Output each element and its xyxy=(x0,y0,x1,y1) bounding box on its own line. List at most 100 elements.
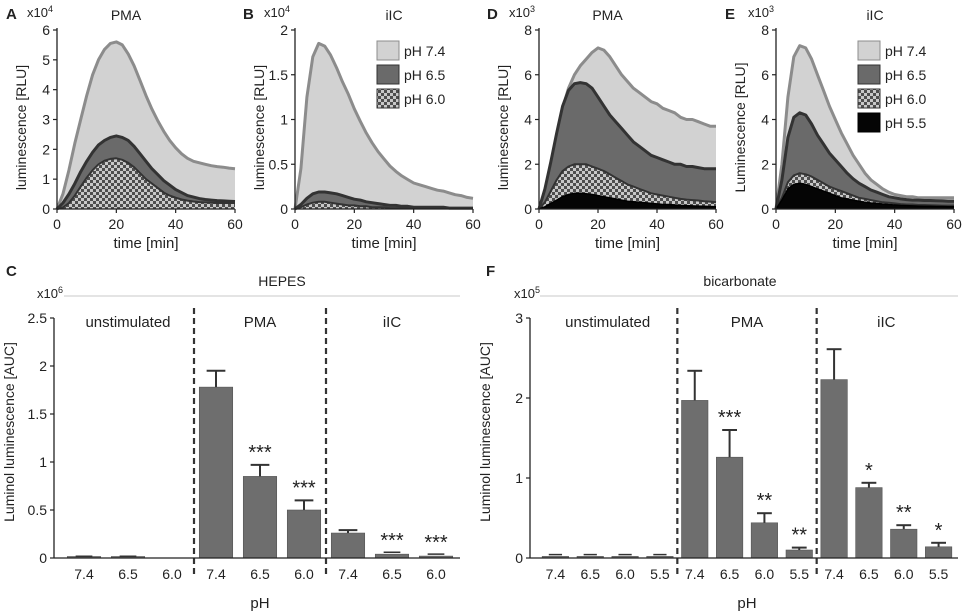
x-tick-label: 6.5 xyxy=(581,566,601,582)
y-tick-label: 6 xyxy=(524,67,532,83)
legend-label: pH 5.5 xyxy=(885,115,926,131)
series-area-pH55 xyxy=(776,183,954,209)
x-tick-label: 5.5 xyxy=(790,566,810,582)
group-label: unstimulated xyxy=(85,314,170,331)
x-tick-label: 6.0 xyxy=(162,566,182,582)
significance-label: *** xyxy=(424,532,448,554)
series-line-pH60 xyxy=(294,200,473,210)
legend-swatch xyxy=(857,88,881,109)
legend-swatch xyxy=(857,112,881,133)
multiplier-label: x104 xyxy=(27,4,53,20)
significance-label: ** xyxy=(757,490,773,512)
x-tick-label: 6.0 xyxy=(294,566,314,582)
x-tick-label: 60 xyxy=(946,216,962,232)
x-tick-label: 20 xyxy=(590,216,606,232)
significance-label: ** xyxy=(896,502,912,524)
chart-title: bicarbonate xyxy=(703,273,776,289)
y-axis-label: luminescence [RLU] xyxy=(495,65,511,190)
group-label: PMA xyxy=(244,314,277,331)
x-tick-label: 7.4 xyxy=(338,566,358,582)
y-tick-label: 1 xyxy=(42,171,50,187)
y-tick-label: 8 xyxy=(761,22,769,38)
x-tick-label: 0 xyxy=(291,216,299,232)
legend-label: pH 7.4 xyxy=(404,43,445,59)
chart-title: iIC xyxy=(866,7,883,23)
y-tick-label: 1.5 xyxy=(269,67,289,83)
series-line-pH74 xyxy=(774,44,954,210)
y-axis-label: Luminescence [RLU] xyxy=(732,63,748,193)
significance-label: * xyxy=(935,520,943,542)
y-tick-label: 2 xyxy=(280,22,288,38)
multiplier-label: x104 xyxy=(264,4,290,20)
x-tick-label: 6.5 xyxy=(250,566,270,582)
y-tick-label: 2 xyxy=(761,156,769,172)
bar xyxy=(855,487,883,559)
y-tick-label: 4 xyxy=(524,112,532,128)
group-label: unstimulated xyxy=(565,314,650,331)
x-tick-label: 6.0 xyxy=(426,566,446,582)
significance-label: *** xyxy=(718,407,742,429)
x-tick-label: 7.4 xyxy=(546,566,566,582)
x-tick-label: 7.4 xyxy=(74,566,94,582)
y-tick-label: 6 xyxy=(42,22,50,38)
x-tick-label: 6.0 xyxy=(755,566,775,582)
bar xyxy=(716,456,744,559)
y-tick-label: 4 xyxy=(761,112,769,128)
y-tick-label: 0 xyxy=(524,201,532,217)
y-tick-label: 1.5 xyxy=(28,406,48,422)
x-tick-label: 0 xyxy=(535,216,543,232)
significance-label: * xyxy=(865,460,873,482)
legend-swatch xyxy=(857,64,881,85)
x-axis-label: time [min] xyxy=(351,235,416,252)
chart-title: HEPES xyxy=(258,273,305,289)
panel-D: D PMA 0 2 4 6 8 0 20 40 60 time [min] luminescence [… xyxy=(487,6,724,252)
y-axis-label: luminescence [RLU] xyxy=(251,65,267,190)
x-tick-label: 40 xyxy=(649,216,665,232)
y-tick-label: 2 xyxy=(39,358,47,374)
x-tick-label: 40 xyxy=(887,216,903,232)
x-axis-label: time [min] xyxy=(832,235,897,252)
x-tick-label: 6.5 xyxy=(859,566,879,582)
y-tick-label: 3 xyxy=(515,310,523,326)
significance-label: ** xyxy=(791,525,807,547)
panel-letter: D xyxy=(487,6,498,23)
series-line-pH74 xyxy=(55,40,236,210)
x-tick-label: 0 xyxy=(53,216,61,232)
legend-label: pH 6.5 xyxy=(404,67,445,83)
x-tick-label: 20 xyxy=(109,216,125,232)
panel-letter: E xyxy=(725,6,735,23)
legend-label: pH 6.5 xyxy=(885,67,926,83)
x-tick-label: 60 xyxy=(708,216,724,232)
multiplier-label: x106 xyxy=(37,285,63,301)
series-line-pH65 xyxy=(774,111,954,210)
multiplier-label: x103 xyxy=(509,4,535,20)
bar xyxy=(330,532,366,559)
x-tick-label: 20 xyxy=(828,216,844,232)
significance-label: *** xyxy=(380,530,404,552)
bar xyxy=(198,386,234,559)
bar xyxy=(925,546,953,559)
x-tick-label: 6.0 xyxy=(894,566,914,582)
series-area-pH60 xyxy=(57,158,235,209)
series-line-pH65 xyxy=(537,81,716,210)
series-area-pH60 xyxy=(295,201,473,209)
group-label: iIC xyxy=(383,314,402,331)
y-tick-label: 2.5 xyxy=(28,310,48,326)
multiplier-label: x103 xyxy=(748,4,774,20)
bar xyxy=(286,509,322,559)
legend-swatch xyxy=(376,88,400,109)
legend-label: pH 7.4 xyxy=(885,43,926,59)
legend-swatch xyxy=(857,40,881,61)
x-axis-label: time [min] xyxy=(595,235,660,252)
multiplier-label: x105 xyxy=(514,285,540,301)
y-tick-label: 3 xyxy=(42,112,50,128)
bar xyxy=(681,400,709,559)
bar xyxy=(890,528,918,559)
x-tick-label: 20 xyxy=(347,216,363,232)
x-tick-label: 6.5 xyxy=(720,566,740,582)
y-axis-label: luminescence [RLU] xyxy=(13,65,29,190)
x-tick-label: 6.0 xyxy=(615,566,635,582)
